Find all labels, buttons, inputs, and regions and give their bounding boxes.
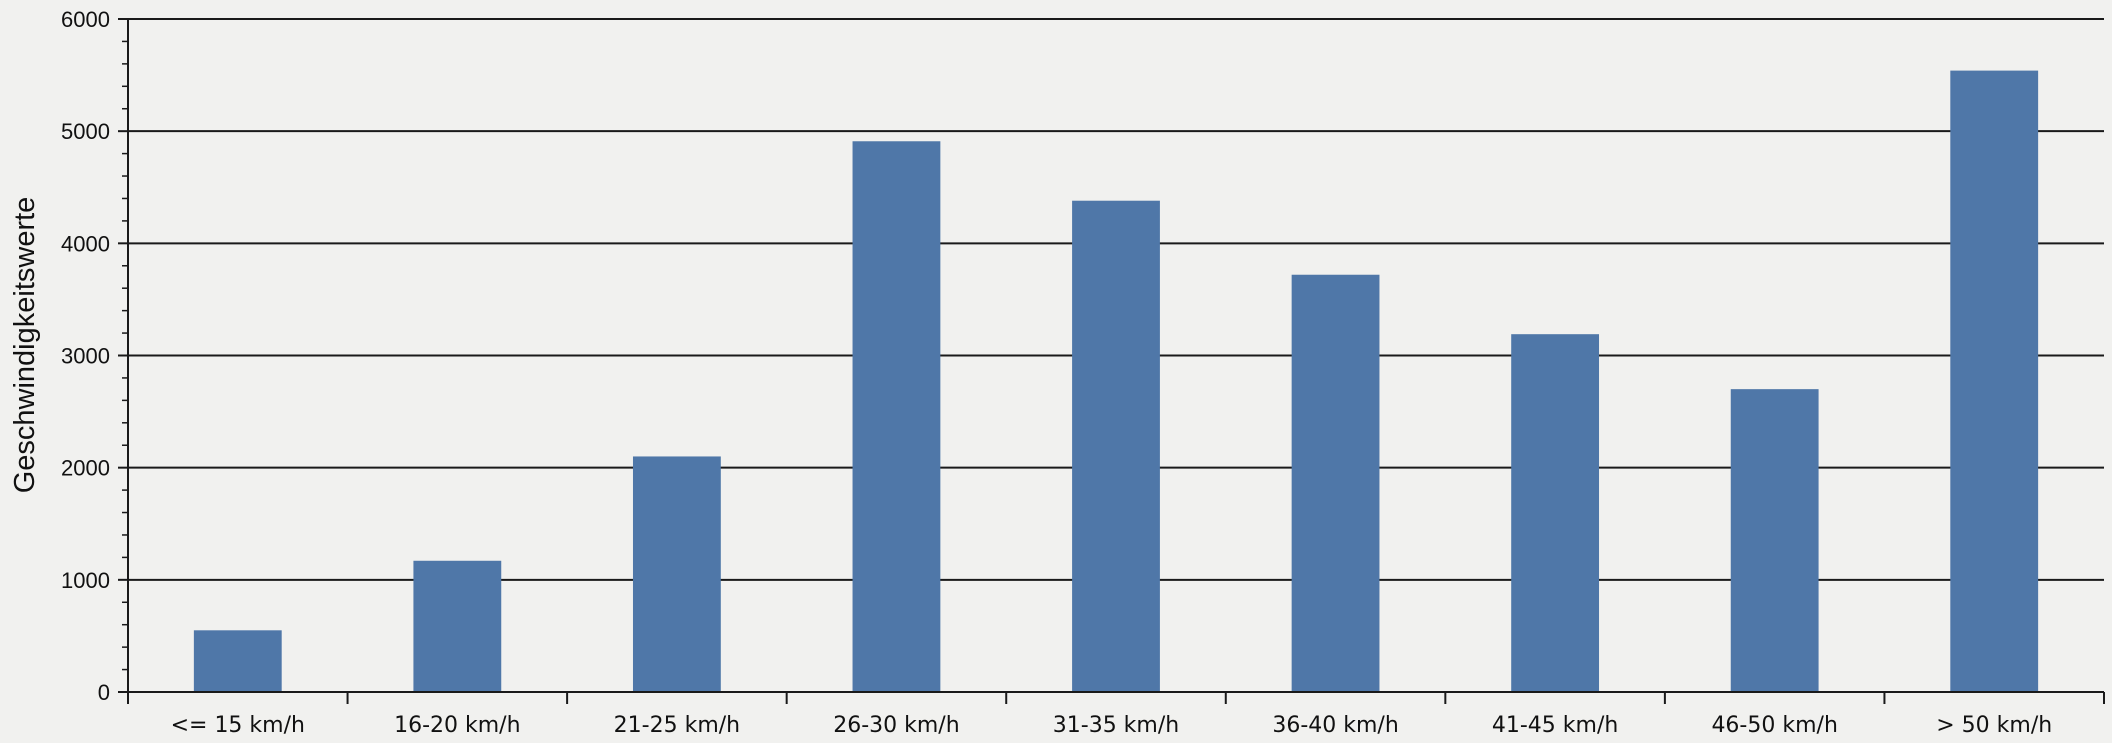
y-tick-label: 1000: [61, 568, 110, 593]
bar: [193, 630, 282, 692]
y-tick-label: 6000: [61, 7, 110, 32]
y-tick-label: 0: [98, 680, 110, 705]
x-tick-labels: <= 15 km/h 16-20 km/h 21-25 km/h 26-30 km/h…: [171, 713, 2053, 738]
y-tick-label: 3000: [61, 344, 110, 369]
bar: [1730, 389, 1819, 692]
axes: [118, 18, 2105, 704]
x-tick-label: > 50 km/h: [1936, 713, 2052, 738]
x-tick-label: 41-45 km/h: [1492, 713, 1618, 738]
x-tick-label: 31-35 km/h: [1053, 713, 1179, 738]
x-tick-label: 36-40 km/h: [1272, 713, 1398, 738]
bar: [1511, 334, 1600, 692]
y-tick-label: 2000: [61, 456, 110, 481]
bar: [632, 456, 721, 692]
y-tick-label: 4000: [61, 231, 110, 256]
x-tick-label: 21-25 km/h: [614, 713, 740, 738]
y-tick-labels: 0 1000 2000 3000 4000 5000 6000: [61, 7, 110, 705]
bar: [1950, 70, 2039, 692]
y-tick-label: 5000: [61, 119, 110, 144]
y-axis-label: Geschwindigkeitswerte: [9, 197, 41, 494]
bars: [193, 70, 2039, 693]
x-tick-label: 46-50 km/h: [1711, 713, 1837, 738]
x-tick-label: 26-30 km/h: [833, 713, 959, 738]
bar: [1291, 274, 1380, 692]
x-tick-label: 16-20 km/h: [394, 713, 520, 738]
x-tick-label: <= 15 km/h: [171, 713, 305, 738]
bar: [413, 560, 502, 692]
bar: [852, 141, 941, 693]
bar: [1072, 200, 1160, 692]
